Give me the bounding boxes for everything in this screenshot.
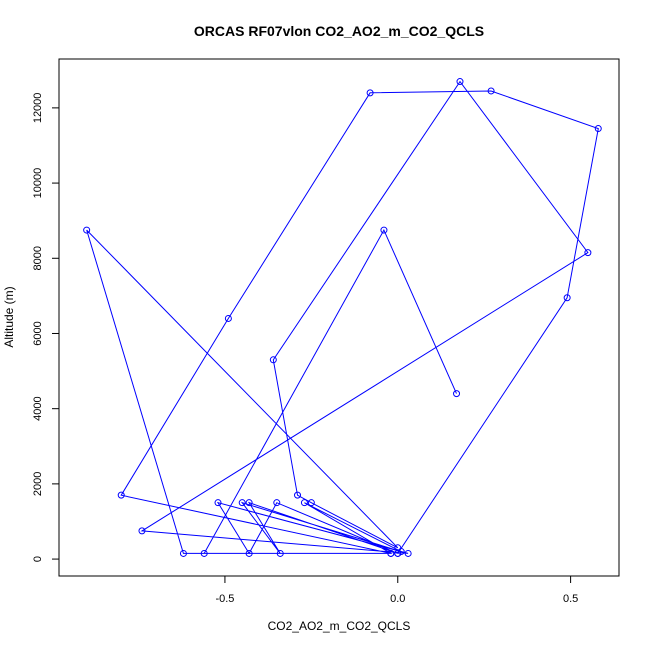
- data-point: [456, 78, 464, 86]
- data-point: [214, 499, 222, 507]
- y-tick-label: 12000: [32, 93, 44, 124]
- x-tick-label: 0.5: [563, 593, 578, 605]
- data-point: [453, 390, 461, 398]
- data-point: [245, 499, 253, 507]
- data-point: [269, 356, 277, 364]
- data-point: [300, 499, 308, 507]
- y-axis-label: Altitude (m): [2, 286, 16, 347]
- data-point: [394, 549, 402, 557]
- data-point: [276, 549, 284, 557]
- data-point: [380, 226, 388, 234]
- y-tick-label: 8000: [32, 246, 44, 270]
- data-point: [366, 89, 374, 97]
- y-tick-label: 10000: [32, 168, 44, 199]
- data-point: [584, 249, 592, 257]
- data-point: [238, 499, 246, 507]
- data-point: [404, 549, 412, 557]
- series-line: [86, 80, 599, 555]
- data-point: [307, 499, 315, 507]
- plot-frame: [58, 58, 620, 577]
- series-layer: [83, 78, 602, 557]
- data-point: [273, 499, 281, 507]
- y-tick-label: 4000: [32, 396, 44, 420]
- data-point: [397, 548, 405, 556]
- data-point: [563, 294, 571, 302]
- x-axis: -0.5 0.0 0.5: [215, 575, 578, 605]
- data-point: [387, 549, 395, 557]
- y-axis: 0 2000 4000 6000 8000 10000 12000: [32, 93, 60, 562]
- y-tick-label: 2000: [32, 472, 44, 496]
- x-tick-label: 0.0: [390, 593, 405, 605]
- x-axis-label: CO2_AO2_m_CO2_QCLS: [268, 619, 411, 633]
- data-point: [117, 491, 125, 499]
- data-point: [138, 527, 146, 535]
- data-point: [224, 314, 232, 322]
- data-point: [487, 87, 495, 95]
- data-point: [179, 549, 187, 557]
- data-point: [294, 491, 302, 499]
- x-tick-label: -0.5: [215, 593, 234, 605]
- data-point: [245, 549, 253, 557]
- data-point: [594, 125, 602, 133]
- chart-title: ORCAS RF07vlon CO2_AO2_m_CO2_QCLS: [194, 23, 484, 39]
- y-tick-label: 6000: [32, 321, 44, 345]
- y-tick-label: 0: [32, 556, 44, 562]
- data-point: [200, 549, 208, 557]
- data-point: [83, 226, 91, 234]
